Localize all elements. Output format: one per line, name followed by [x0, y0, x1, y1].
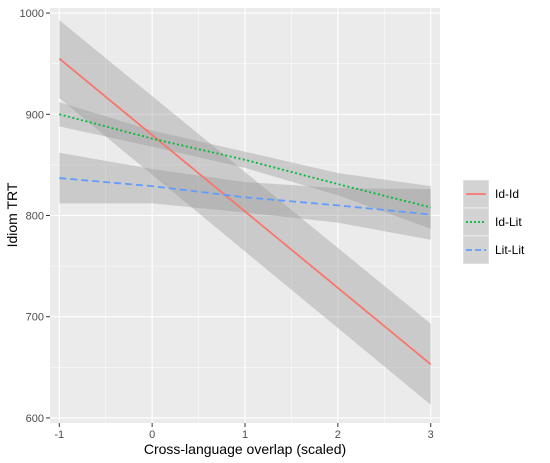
x-tick-label: 0: [149, 429, 155, 441]
series-line-id-lit: [59, 113, 431, 209]
y-axis-title: Idiom TRT: [4, 182, 20, 247]
confidence-band-id-lit: [59, 102, 431, 229]
legend: Id-Id Id-Lit Lit-Lit: [462, 179, 525, 265]
legend-label-id-lit: Id-Lit: [495, 215, 522, 229]
series-line-id-id: [58, 57, 432, 365]
legend-label-id-id: Id-Id: [495, 187, 519, 201]
legend-label-lit-lit: Lit-Lit: [495, 243, 525, 257]
y-tick-label: 1000: [20, 8, 44, 20]
x-tick-label: 2: [335, 429, 341, 441]
x-tick-label: 1: [242, 429, 248, 441]
axis-layer: -1 0 1 2 3 600 700 800 900 1000: [20, 8, 434, 441]
grid-layer: [50, 8, 440, 423]
y-tick-label: 800: [26, 211, 44, 223]
y-tick-label: 700: [26, 312, 44, 324]
x-axis-title: Cross-language overlap (scaled): [144, 441, 346, 457]
line-layer: [58, 57, 432, 365]
confidence-band-lit-lit: [59, 152, 431, 240]
y-tick-label: 900: [26, 109, 44, 121]
series-line-lit-lit: [59, 177, 431, 216]
x-tick-label: -1: [54, 429, 64, 441]
y-tick-label: 600: [26, 413, 44, 425]
x-tick-label: 3: [428, 429, 434, 441]
